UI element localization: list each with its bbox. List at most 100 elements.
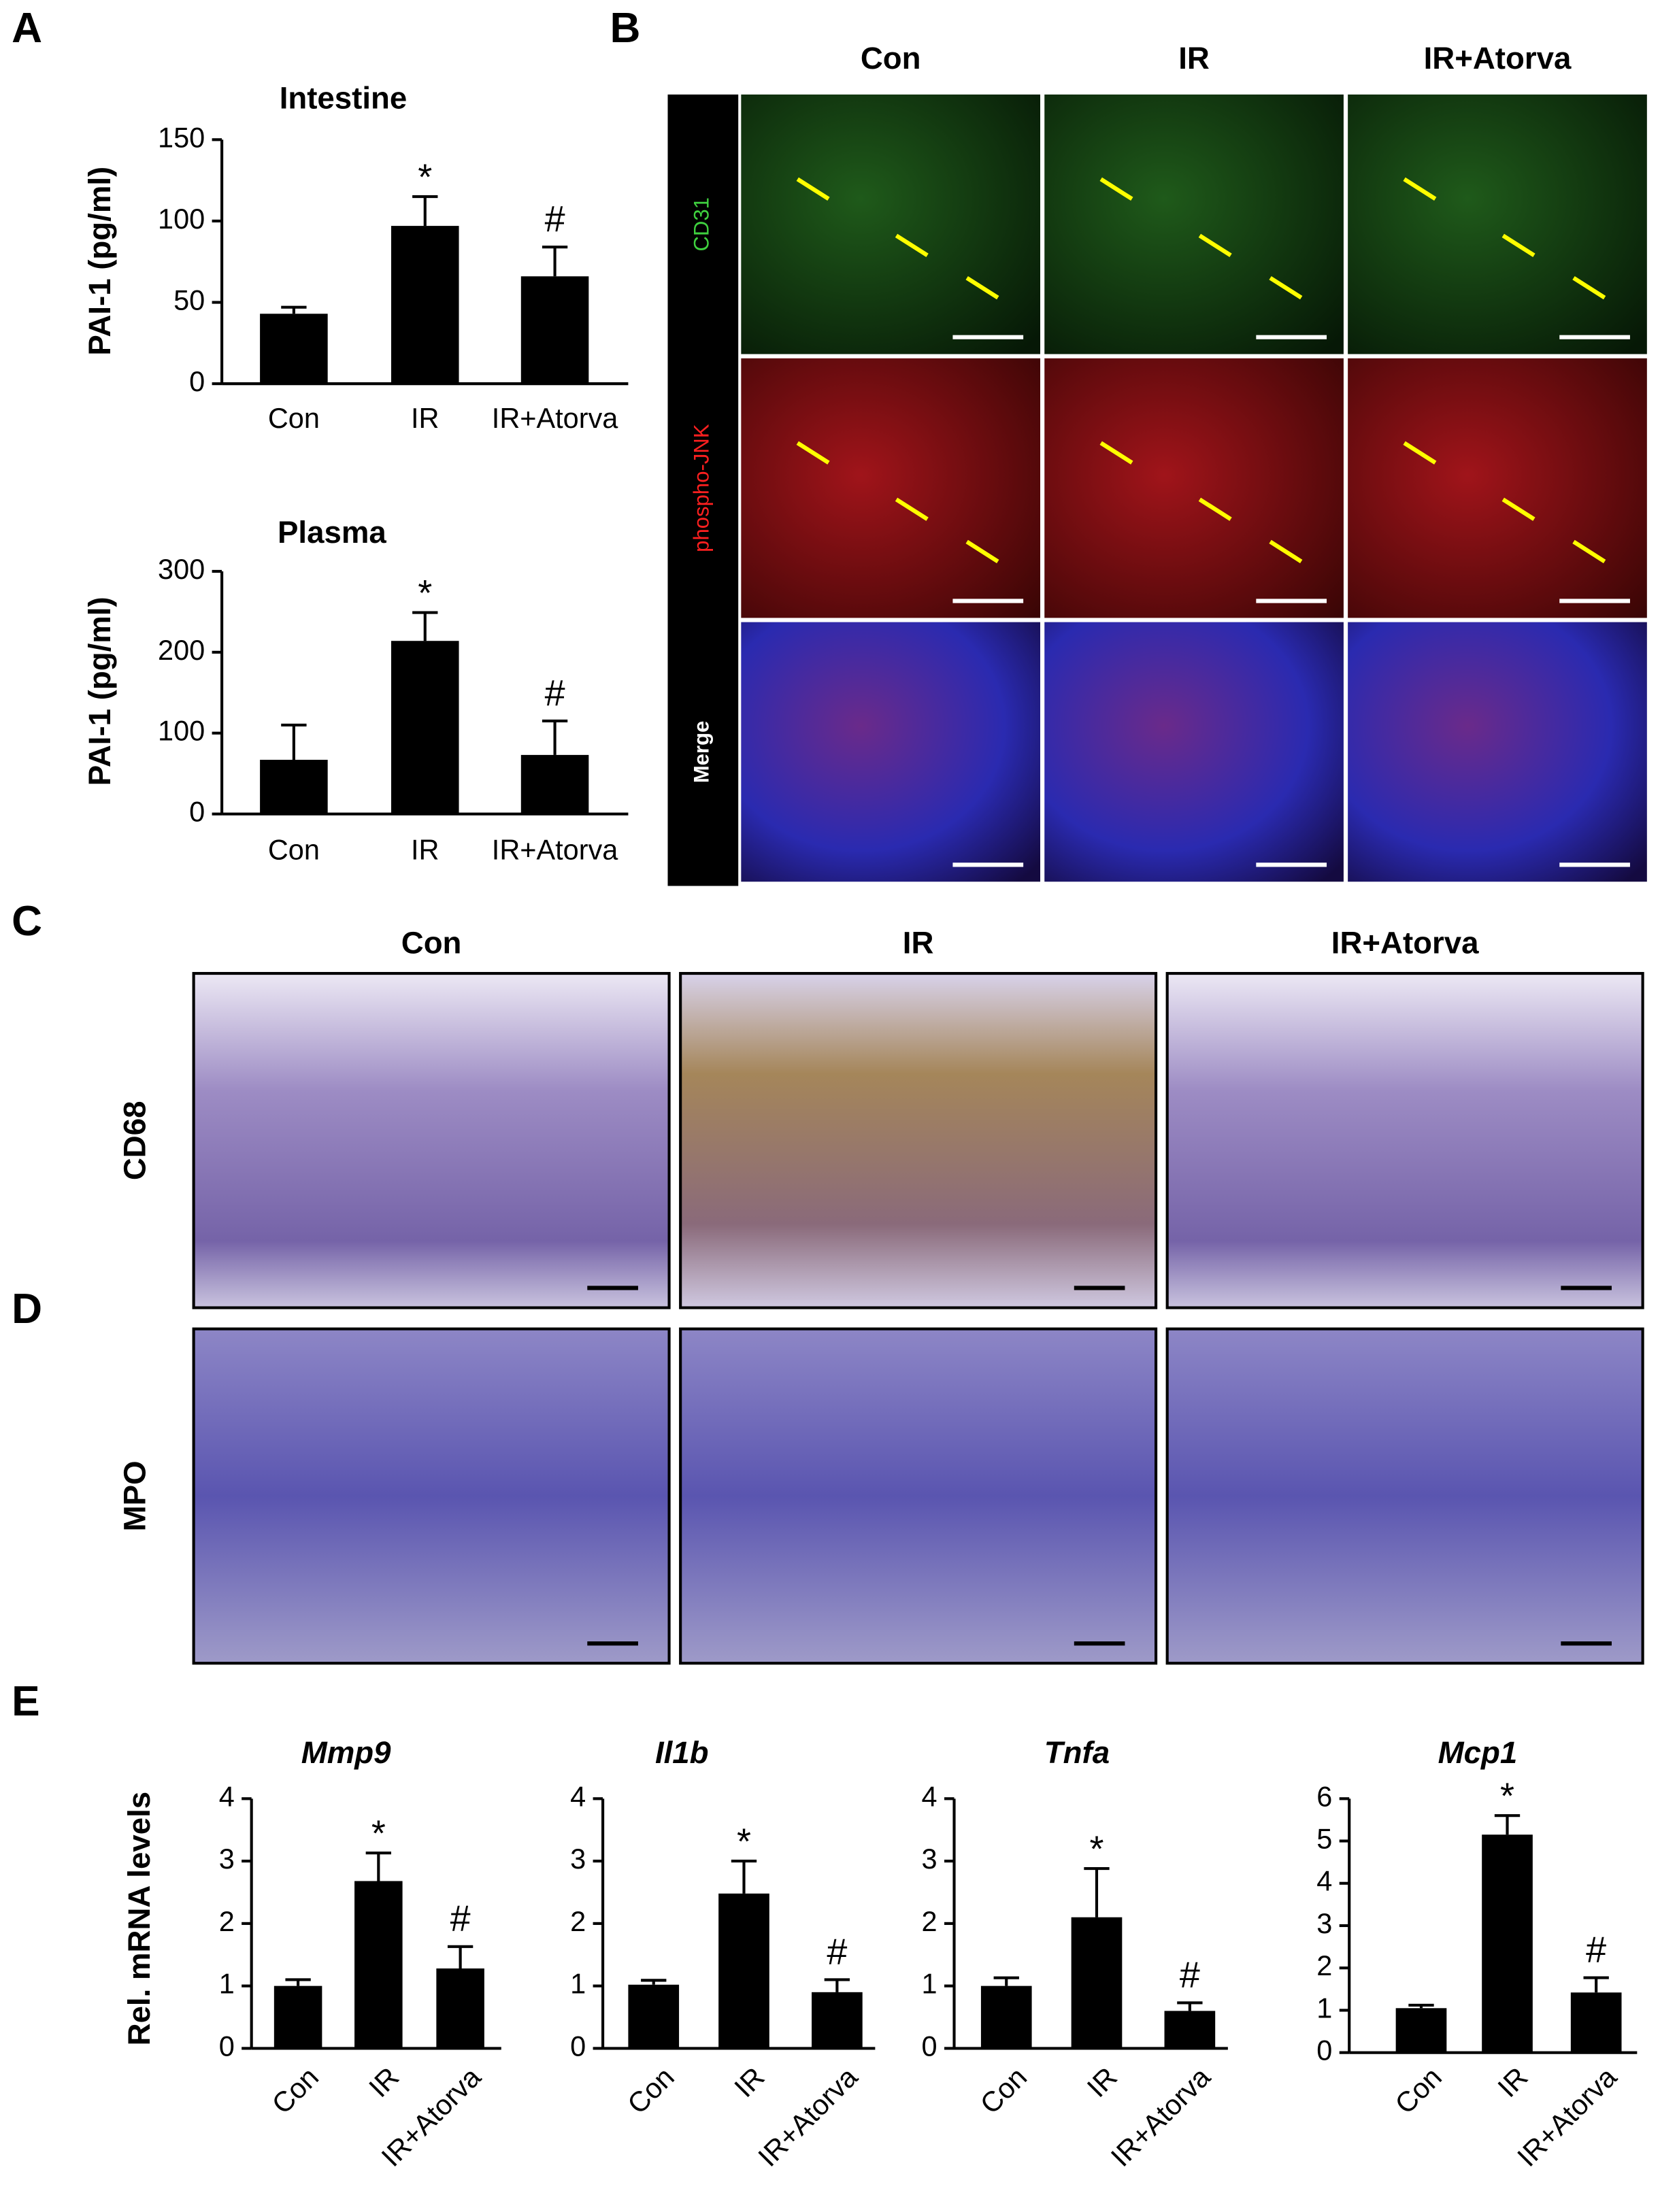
chart-title: Mcp1 [1438,1735,1518,1770]
bar [1395,2008,1447,2053]
error-bar [365,1851,391,1881]
chart-title: Plasma [278,515,386,550]
x-tick-label: Con [265,2061,325,2120]
row-label: phospho-JNK [690,424,714,552]
arrow [965,275,999,300]
arrow [1572,275,1606,300]
bar [520,276,589,384]
bar [980,1985,1032,2049]
error-bar [1084,1867,1110,1917]
arrow [1269,275,1303,300]
y-tick-label: 1 [570,1968,586,2000]
significance-mark: * [418,573,432,614]
panel-label: A [12,5,42,52]
arrow [1198,233,1232,258]
micrograph [192,1327,671,1665]
y-tick-label: 2 [1316,1949,1332,1981]
y-tick-label: 2 [570,1905,586,1937]
significance-mark: # [545,673,565,714]
x-tick-label: IR+Atorva [492,402,618,434]
row-label: CD68 [118,1101,152,1181]
x-tick-label: Con [974,2061,1033,2120]
error-bar [824,1978,850,1992]
error-bar [1408,2003,1434,2009]
x-tick-label: IR+Atorva [752,2060,864,2173]
x-tick-label: Con [1389,2061,1448,2120]
y-tick-label: 200 [158,634,205,666]
arrow [1572,539,1606,564]
micrograph [1044,94,1344,354]
arrow [1099,177,1133,201]
micrograph [192,971,671,1309]
column-header: IR [1178,41,1210,76]
error-bar [542,719,568,755]
error-bar [1177,2001,1203,2011]
x-tick-label: IR [728,2061,771,2104]
x-tick-label: Con [268,402,320,434]
error-bar [1583,1976,1609,1993]
y-tick-label: 3 [570,1843,586,1875]
y-tick-label: 0 [922,2030,937,2062]
column-header: IR+Atorva [1331,926,1479,960]
arrow [1269,539,1303,564]
bar [1164,2011,1216,2049]
row-label: CD31 [690,197,714,252]
x-tick-label: IR [411,834,439,866]
error-bar [542,246,568,277]
x-tick-label: IR [363,2061,405,2104]
bar [628,1984,680,2049]
arrow [1501,497,1536,521]
y-tick-label: 100 [158,203,205,235]
error-bar [641,1979,667,1985]
y-tick-label: 3 [922,1843,937,1875]
chart-title: Intestine [280,80,408,115]
panel-label: C [12,898,42,945]
y-tick-label: 1 [1316,1992,1332,2024]
bar [391,641,459,814]
chart-title: Mmp9 [301,1735,391,1770]
y-tick-label: 50 [173,284,205,316]
arrow [1403,177,1437,201]
y-tick-label: 5 [1316,1822,1332,1854]
bar [260,760,328,814]
micrograph [741,358,1041,618]
y-tick-label: 1 [922,1968,937,2000]
micrograph [1165,971,1644,1309]
bar [260,314,328,384]
x-tick-label: IR [1080,2061,1123,2104]
error-bar [281,723,307,760]
bar [436,1968,484,2049]
panel-label: B [610,5,640,52]
y-tick-label: 0 [219,2030,235,2062]
chart-title: Tnfa [1044,1735,1110,1770]
significance-mark: # [827,1931,847,1972]
bar [354,1881,403,2049]
significance-mark: * [371,1813,386,1854]
y-axis-label: PAI-1 (pg/ml) [82,167,117,356]
error-bar [1494,1814,1521,1835]
y-tick-label: 0 [570,2030,586,2062]
micrograph [679,1327,1158,1665]
y-tick-label: 1 [219,1968,235,2000]
y-axis-label: PAI-1 (pg/ml) [82,597,117,786]
y-tick-label: 0 [189,796,205,828]
error-bar [447,1945,474,1968]
row-label: MPO [118,1461,152,1532]
y-tick-label: 6 [1316,1780,1332,1812]
column-header: IR+Atorva [1424,41,1572,76]
micrograph [1348,358,1647,618]
column-header: Con [861,41,921,76]
bar [1482,1834,1533,2053]
row-label: Merge [690,721,714,784]
x-tick-label: IR+Atorva [1104,2060,1216,2173]
y-tick-label: 4 [570,1780,586,1812]
x-tick-label: IR [1491,2061,1534,2104]
y-tick-label: 0 [189,365,205,397]
y-tick-label: 150 [158,121,205,153]
arrow [965,539,999,564]
y-tick-label: 300 [158,553,205,585]
significance-mark: * [1089,1828,1103,1869]
row-label-strip [667,94,739,886]
y-tick-label: 3 [219,1843,235,1875]
